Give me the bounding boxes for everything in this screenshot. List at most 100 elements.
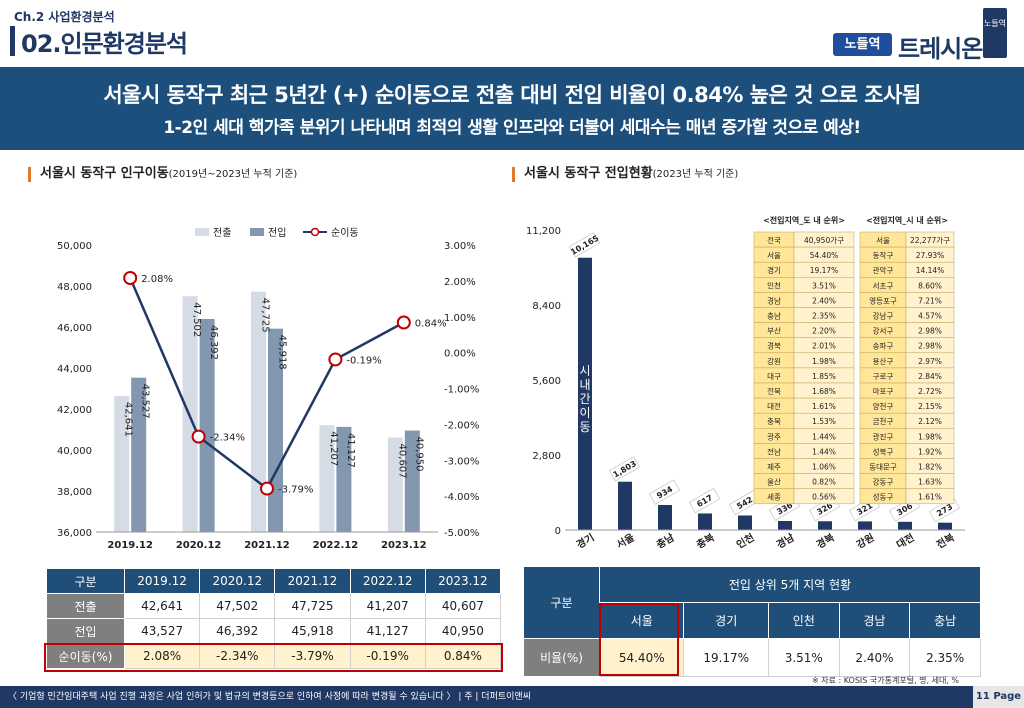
y2-axis-tick: 0.00% bbox=[444, 349, 476, 360]
bar-inflow-region bbox=[938, 522, 952, 530]
legend-marker-net bbox=[310, 227, 320, 237]
y-axis-tick: 44,000 bbox=[57, 364, 92, 375]
highlight-frame bbox=[44, 643, 503, 672]
x-axis-tick: 2022.12 bbox=[313, 540, 359, 551]
table-row-highlighted: 순이동(%) 2.08% -2.34% -3.79% -0.19% 0.84% bbox=[46, 643, 502, 669]
table-cell: 19.17% bbox=[683, 638, 769, 677]
ranking-region: 경남 bbox=[767, 295, 781, 305]
ranking-value: 1.98% bbox=[918, 432, 942, 441]
row-label: 순이동(%) bbox=[46, 643, 125, 669]
legend-label-inflow: 전입 bbox=[268, 226, 286, 239]
net-migration-point bbox=[396, 315, 411, 330]
table-cell: 47,502 bbox=[199, 593, 276, 619]
ranking-region: 성동구 bbox=[873, 493, 894, 502]
y2-axis-tick: -1.00% bbox=[444, 385, 479, 396]
left-section-title-text: 서울시 동작구 인구이동 bbox=[40, 166, 169, 181]
table-cell: 42,641 bbox=[123, 593, 201, 619]
ranking-value: 2.72% bbox=[918, 387, 942, 396]
bar-label-outflow: 41,207 bbox=[328, 431, 339, 466]
ranking-region: 인천 bbox=[767, 280, 781, 290]
ranking-region: 경북 bbox=[767, 341, 781, 351]
bar-label-outflow: 42,641 bbox=[123, 402, 134, 437]
ranking-value: 7.21% bbox=[918, 296, 942, 305]
bar-inflow-region bbox=[578, 257, 592, 530]
table-header-span: 전입 상위 5개 지역 현황 bbox=[599, 566, 981, 603]
ranking-value: 1.98% bbox=[812, 357, 836, 366]
x-axis-tick: 2020.12 bbox=[176, 540, 222, 551]
table-header-row: 서울 경기 인천 경남 충남 bbox=[524, 602, 981, 639]
ranking-value: 1.68% bbox=[812, 387, 836, 396]
bar-label-box bbox=[568, 232, 601, 258]
table-row: 전출 42,641 47,502 47,725 41,207 40,607 bbox=[46, 593, 502, 619]
ranking-value: 19.17% bbox=[810, 266, 839, 275]
table-cell: 45,918 bbox=[274, 618, 351, 644]
net-migration-label: -3.79% bbox=[278, 485, 313, 496]
bar-inflow-region bbox=[658, 504, 672, 530]
y-axis-tick: 36,000 bbox=[57, 528, 92, 539]
source-note: ※ 자료 : KOSIS 국가통계포털, 명, 세대, % bbox=[812, 676, 960, 685]
ranking-region: 강서구 bbox=[873, 326, 894, 336]
ranking-value: 1.44% bbox=[812, 447, 836, 456]
ranking-value: 1.63% bbox=[918, 478, 942, 487]
ranking-value: 2.97% bbox=[918, 357, 942, 366]
ranking-value: 27.93% bbox=[916, 251, 945, 260]
ranking-region: 세종 bbox=[767, 493, 781, 502]
x-axis-tick: 경기 bbox=[574, 531, 596, 550]
table-header-cell: 2019.12 bbox=[123, 568, 201, 594]
table-header-cell: 구분 bbox=[46, 568, 125, 594]
ranking-region: 구로구 bbox=[873, 372, 894, 381]
bar-label-inflow: 43,527 bbox=[140, 384, 151, 419]
chapter-label: Ch.2 사업환경분석 bbox=[14, 10, 115, 24]
y-axis-tick: 38,000 bbox=[57, 487, 92, 498]
ranking-value: 1.61% bbox=[812, 402, 836, 411]
x-axis-tick: 전북 bbox=[934, 531, 956, 550]
table-cell: 43,527 bbox=[123, 618, 201, 644]
table-header-row: 구분 2019.12 2020.12 2021.12 2022.12 2023.… bbox=[46, 568, 502, 594]
bar-label-box bbox=[688, 488, 721, 514]
table-header-cell: 충남 bbox=[909, 602, 981, 639]
ranking-region: 동대문구 bbox=[869, 463, 897, 472]
table-cell: 40,950 bbox=[424, 618, 502, 644]
y-axis-tick: 40,000 bbox=[57, 446, 92, 457]
title-accent-bar bbox=[10, 26, 15, 56]
page-title: 02.인문환경분석 bbox=[21, 30, 188, 58]
ranking-region: 강남구 bbox=[873, 311, 894, 321]
bar-inflow-region bbox=[858, 521, 872, 530]
bar-outflow bbox=[114, 395, 130, 532]
legend-swatch-inflow bbox=[250, 228, 264, 236]
ranking-region: 전남 bbox=[767, 446, 781, 456]
y2-axis-tick: -2.00% bbox=[444, 420, 479, 431]
ranking-value: 1.82% bbox=[918, 463, 942, 472]
ranking-value: 40,950가구 bbox=[804, 236, 844, 245]
ranking-value: 2.98% bbox=[918, 342, 942, 351]
net-migration-label: -2.34% bbox=[210, 433, 245, 444]
brand-badge: 노들역 bbox=[833, 33, 892, 56]
population-movement-table: 구분 2019.12 2020.12 2021.12 2022.12 2023.… bbox=[46, 568, 502, 669]
ranking-table-title: <전입지역_시 내 순위> bbox=[866, 215, 948, 225]
ranking-value: 2.20% bbox=[812, 327, 836, 336]
ranking-region: 마포구 bbox=[873, 387, 894, 396]
bar-outflow bbox=[319, 425, 335, 532]
ranking-region: 서울 bbox=[876, 236, 890, 245]
bar-annotation-char: 내 bbox=[579, 378, 590, 392]
net-migration-point bbox=[123, 271, 138, 286]
row-label: 전입 bbox=[46, 618, 125, 644]
table-cell: 40,607 bbox=[424, 593, 502, 619]
ranking-region: 관악구 bbox=[873, 265, 894, 275]
table-header-cell: 구분 bbox=[523, 566, 600, 639]
bar-inflow-region bbox=[738, 515, 752, 530]
ranking-value: 22,277가구 bbox=[910, 236, 950, 245]
table-header-row: 구분 전입 상위 5개 지역 현황 bbox=[523, 566, 981, 639]
left-section-title: 서울시 동작구 인구이동(2019년~2023년 누적 기준) bbox=[28, 167, 297, 182]
table-cell: 41,207 bbox=[349, 593, 426, 619]
footer: 〈 기업형 민간임대주택 사업 진행 과정은 사업 인허가 및 법규의 변경등으… bbox=[0, 686, 1024, 708]
ranking-region: 전북 bbox=[767, 386, 781, 396]
x-axis-tick: 2019.12 bbox=[107, 540, 153, 551]
y2-axis-tick: 1.00% bbox=[444, 313, 476, 324]
table-cell: 54.40% bbox=[598, 638, 685, 677]
y2-axis-tick: 3.00% bbox=[444, 241, 476, 252]
ranking-value: 8.60% bbox=[918, 281, 942, 290]
ranking-value: 2.40% bbox=[812, 296, 836, 305]
ranking-value: 1.85% bbox=[812, 372, 836, 381]
table-cell: 47,725 bbox=[274, 593, 351, 619]
